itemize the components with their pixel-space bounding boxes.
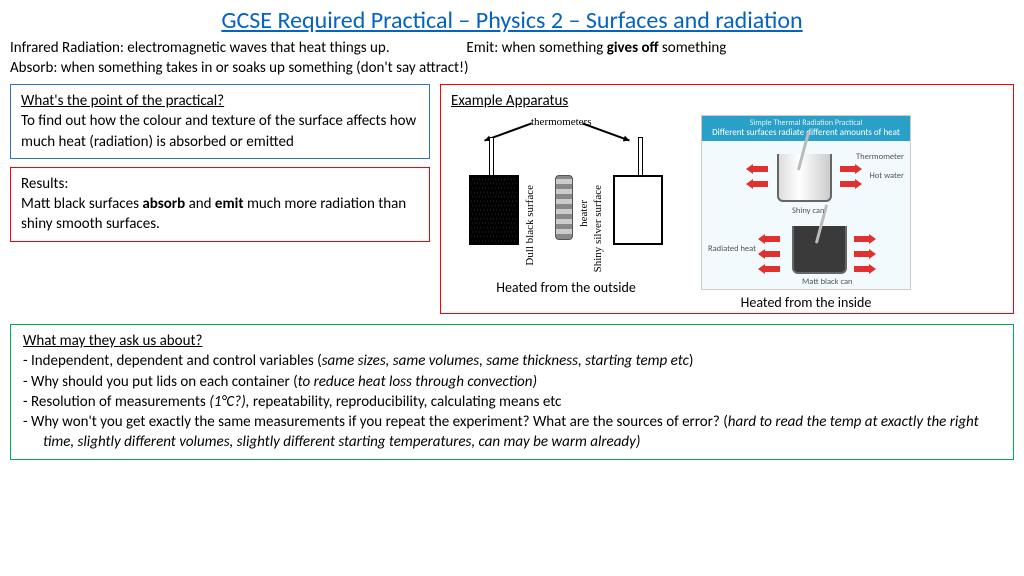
label-shinycan: Shiny can	[792, 206, 824, 217]
point-box-body: To find out how the colour and texture o…	[21, 111, 419, 152]
def-emit-post: something	[659, 39, 727, 57]
caption-outside: Heated from the outside	[451, 279, 681, 298]
point-box: What's the point of the practical? To fi…	[10, 84, 430, 159]
label-dull: Dull black surface	[523, 185, 538, 266]
ask-box-title: What may they ask us about?	[23, 331, 1001, 351]
caption-inside: Heated from the inside	[701, 294, 911, 313]
results-b2: emit	[215, 195, 244, 213]
ask-list: Independent, dependent and control varia…	[23, 351, 1001, 452]
results-pre: Matt black surfaces	[21, 195, 142, 213]
definitions-block: Infrared Radiation: electromagnetic wave…	[0, 37, 1024, 84]
beaker-shiny	[777, 154, 832, 202]
list-item: Resolution of measurements (1°C?), repea…	[23, 392, 1001, 412]
label-radiated: Radiated heat	[708, 244, 756, 255]
results-title: Results:	[21, 174, 419, 194]
page-title: GCSE Required Practical – Physics 2 – Su…	[0, 0, 1024, 37]
point-box-title: What's the point of the practical?	[21, 91, 419, 111]
can-black	[469, 175, 519, 245]
can-white	[613, 175, 663, 245]
info-diagram: Simple Thermal Radiation Practical Diffe…	[701, 115, 911, 290]
label-hotwater: Hot water	[870, 171, 904, 182]
list-item: Why won't you get exactly the same measu…	[23, 412, 1001, 453]
def-absorb: Absorb: when something takes in or soaks…	[10, 59, 469, 77]
results-b1: absorb	[142, 195, 185, 213]
def-infrared: Infrared Radiation: electromagnetic wave…	[10, 39, 390, 57]
ask-box: What may they ask us about? Independent,…	[10, 324, 1014, 460]
results-mid: and	[185, 195, 215, 213]
label-shiny: Shiny silver surface	[591, 185, 606, 272]
apparatus-box: Example Apparatus thermometers Dull blac…	[440, 84, 1014, 314]
def-emit-pre: Emit: when something	[466, 39, 606, 57]
def-emit-bold: gives off	[607, 39, 659, 57]
label-therm: Thermometer	[856, 152, 904, 163]
label-heater: heater	[577, 200, 592, 227]
list-item: Independent, dependent and control varia…	[23, 351, 1001, 371]
results-box: Results: Matt black surfaces absorb and …	[10, 167, 430, 242]
apparatus-title: Example Apparatus	[451, 91, 1003, 111]
sketch-diagram: thermometers Dull black surface heater S…	[451, 115, 681, 275]
heater-icon	[555, 175, 573, 240]
label-mattcan: Matt black can	[802, 277, 853, 288]
list-item: Why should you put lids on each containe…	[23, 372, 1001, 392]
